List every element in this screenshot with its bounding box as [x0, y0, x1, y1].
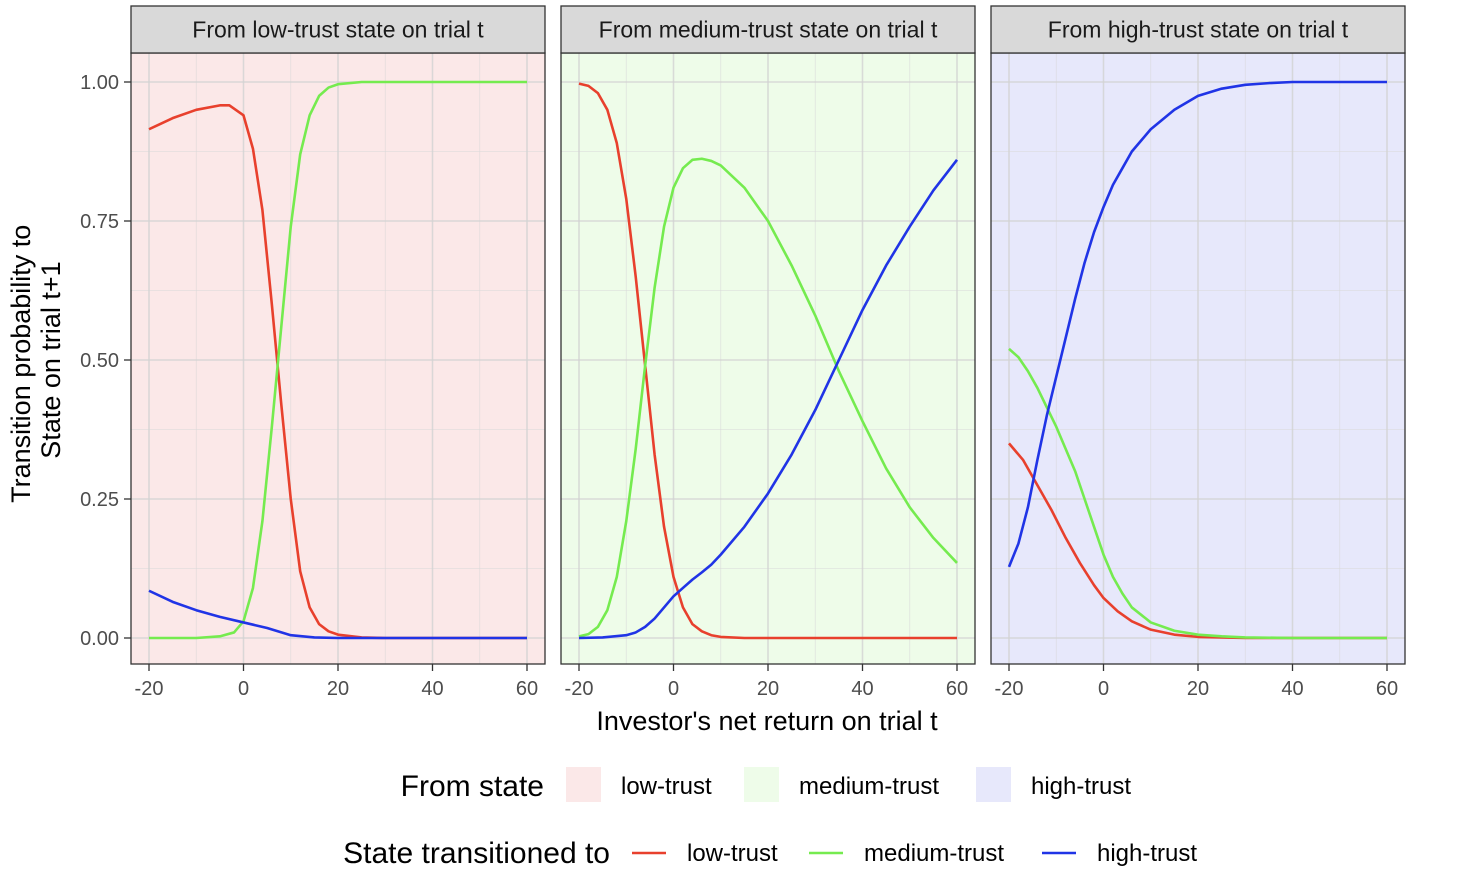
- x-tick-label: 40: [421, 678, 443, 700]
- y-tick-label: 0.50: [80, 350, 119, 372]
- legend-fill-item-medium-trust: medium-trust: [744, 767, 939, 802]
- legend-fill-key: [566, 767, 601, 802]
- x-tick-label: 40: [1281, 678, 1303, 700]
- legend-fill-label: low-trust: [621, 773, 712, 800]
- y-tick-label: 1.00: [80, 72, 119, 94]
- series-line-high-trust: [148, 589, 527, 640]
- series-line-medium-trust: [149, 80, 527, 640]
- series-line-medium-trust: [1008, 347, 1387, 640]
- legend-fill-row: From state low-trust medium-trust high-trus…: [401, 767, 1131, 803]
- legend-line-label: medium-trust: [864, 840, 1004, 867]
- x-tick-label: 0: [668, 678, 679, 700]
- facet-panel-low-trust: From low-trust state on trial t -20 0 20 40 6…: [130, 5, 546, 700]
- series-line-medium-trust: [578, 157, 958, 638]
- facet-panels: From low-trust state on trial t -20 0 20 40 6…: [130, 5, 1406, 700]
- legend-line-item-high-trust: high-trust: [1042, 840, 1197, 867]
- x-tick-label: -20: [135, 678, 164, 700]
- x-tick-label: 0: [1098, 678, 1109, 700]
- legend-line-row: State transitioned to low-trust medium-tru…: [343, 837, 1197, 870]
- legend-fill-label: high-trust: [1031, 773, 1131, 800]
- facet-strip-label: From low-trust state on trial t: [192, 17, 484, 43]
- x-tick-label: 20: [327, 678, 349, 700]
- legend-fill-key: [744, 767, 779, 802]
- y-axis: 0.00 0.25 0.50 0.75 1.00: [80, 72, 131, 650]
- legend-fill-item-low-trust: low-trust: [566, 767, 712, 802]
- facet-strip: [130, 5, 546, 54]
- y-axis-title: Transition probability to State on trial…: [6, 217, 66, 503]
- x-tick-label: -20: [995, 678, 1024, 700]
- x-tick-label: 60: [946, 678, 968, 700]
- facet-panel-medium-trust: From medium-trust state on trial t -20 0 20…: [560, 5, 976, 700]
- x-tick-label: 20: [757, 678, 779, 700]
- facet-strip: [560, 5, 976, 54]
- x-tick-label: -20: [565, 678, 594, 700]
- legend-line-item-low-trust: low-trust: [632, 840, 778, 867]
- legend-line-label: high-trust: [1097, 840, 1197, 867]
- legend-fill-title: From state: [401, 770, 544, 803]
- x-tick-label: 0: [238, 678, 249, 700]
- legend-line-label: low-trust: [687, 840, 778, 867]
- legend-line-title: State transitioned to: [343, 837, 610, 870]
- x-axis-title: Investor's net return on trial t: [596, 706, 938, 736]
- x-tick-label: 40: [851, 678, 873, 700]
- y-tick-label: 0.25: [80, 489, 119, 511]
- y-axis-title-line-1: Transition probability to: [6, 225, 36, 503]
- series-line-high-trust: [578, 159, 959, 640]
- legend-fill-label: medium-trust: [799, 773, 939, 800]
- y-tick-label: 0.75: [80, 211, 119, 233]
- facet-strip: [990, 5, 1406, 54]
- facet-strip-label: From medium-trust state on trial t: [599, 17, 938, 43]
- facet-panel-high-trust: From high-trust state on trial t -20 0 20 40…: [990, 5, 1406, 700]
- y-axis-title-line-2: State on trial t+1: [36, 261, 66, 458]
- series-line-high-trust: [1007, 80, 1387, 568]
- legend-fill-item-high-trust: high-trust: [976, 767, 1131, 802]
- x-tick-label: 60: [1376, 678, 1398, 700]
- facet-strip-label: From high-trust state on trial t: [1048, 17, 1349, 43]
- legend-fill-key: [976, 767, 1011, 802]
- legend-line-item-medium-trust: medium-trust: [809, 840, 1004, 867]
- y-tick-label: 0.00: [80, 628, 119, 650]
- legend: From state low-trust medium-trust high-trus…: [343, 767, 1197, 870]
- x-tick-label: 60: [516, 678, 538, 700]
- x-tick-label: 20: [1187, 678, 1209, 700]
